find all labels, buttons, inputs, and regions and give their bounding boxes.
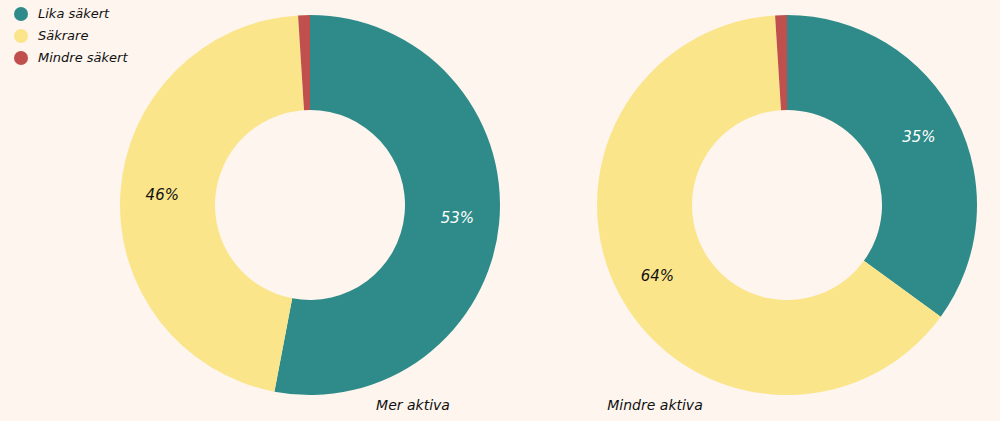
svg-text:Mindre aktiva: Mindre aktiva [607, 397, 702, 413]
html-text:Mindre säkert: Mindre säkert [38, 50, 128, 65]
svg-text:53%: 53% [441, 209, 474, 227]
html-text:Säkrare: Säkrare [38, 28, 89, 43]
svg-text:Mer aktiva: Mer aktiva [376, 397, 450, 413]
svg-text:46%: 46% [146, 186, 179, 204]
svg-text:35%: 35% [902, 128, 935, 146]
svg-text:64%: 64% [641, 267, 674, 285]
html-text:Lika säkert: Lika säkert [38, 6, 110, 21]
